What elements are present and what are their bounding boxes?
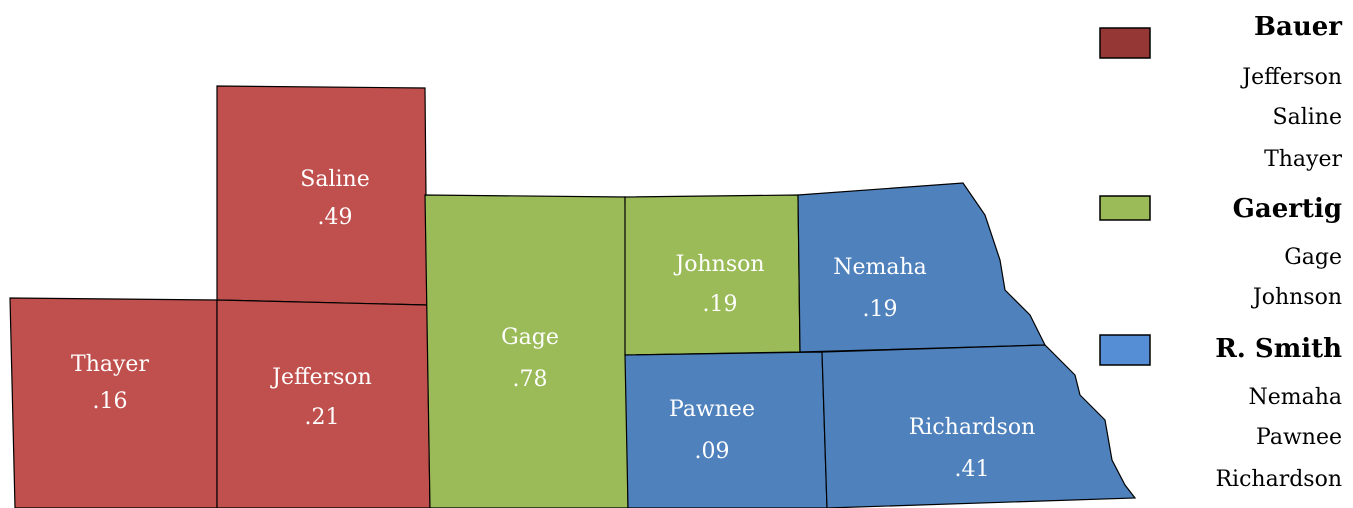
legend-item: Thayer xyxy=(1264,147,1342,172)
legend-item: Pawnee xyxy=(1256,425,1342,450)
county xyxy=(216,299,431,508)
county-value: .49 xyxy=(318,205,353,230)
county-name: Gage xyxy=(501,325,559,350)
county-value: .19 xyxy=(703,292,738,317)
legend-swatch xyxy=(1099,195,1151,221)
legend-item: Johnson xyxy=(1251,285,1342,310)
county-name: Nemaha xyxy=(833,255,927,280)
county-name: Jefferson xyxy=(270,365,372,390)
legend-item: Saline xyxy=(1273,105,1342,130)
legend-item: Richardson xyxy=(1215,467,1342,492)
county-value: .78 xyxy=(513,367,548,392)
county xyxy=(424,194,629,508)
legend-title: Gaertig xyxy=(1233,194,1342,224)
county-name: Thayer xyxy=(71,352,149,377)
county-value: .21 xyxy=(305,405,340,430)
county xyxy=(821,344,1137,508)
legend-swatch xyxy=(1099,334,1151,366)
county-value: .09 xyxy=(695,439,730,464)
county xyxy=(9,297,218,508)
legend-swatch xyxy=(1099,27,1151,59)
legend-item: Gage xyxy=(1284,245,1342,270)
county xyxy=(624,351,828,508)
county-name: Johnson xyxy=(673,252,764,277)
county-name: Richardson xyxy=(909,415,1036,440)
county-value: .41 xyxy=(955,457,990,482)
county xyxy=(216,85,428,306)
county-name: Pawnee xyxy=(669,397,755,422)
county-value: .16 xyxy=(93,389,128,414)
county-value: .19 xyxy=(863,297,898,322)
legend-title: R. Smith xyxy=(1215,334,1342,364)
legend-title: Bauer xyxy=(1254,12,1342,42)
legend-item: Nemaha xyxy=(1248,385,1342,410)
legend-item: Jefferson xyxy=(1240,65,1342,90)
county-name: Saline xyxy=(300,167,369,192)
